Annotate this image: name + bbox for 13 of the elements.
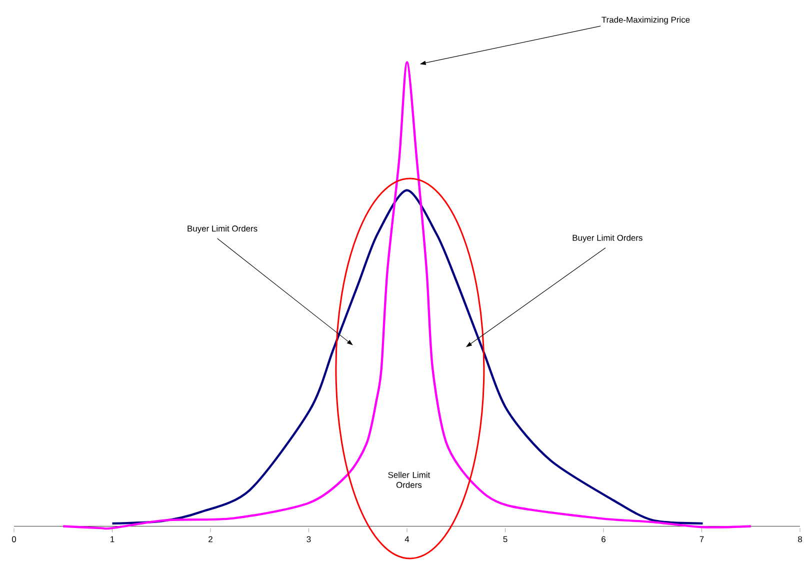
annotation: Buyer Limit Orders <box>188 225 258 234</box>
annotation: Buyer Limit Orders <box>572 234 642 242</box>
x-tick-label: 7 <box>700 536 704 542</box>
x-tick-label: 2 <box>208 536 212 542</box>
x-tick-label: 6 <box>602 536 606 542</box>
x-tick-label: 8 <box>798 536 802 542</box>
x-tick-label: 4 <box>404 536 410 542</box>
x-tick-label: 1 <box>110 536 114 542</box>
annotation: Seller Limit Orders <box>388 472 430 488</box>
x-tick-label: 0 <box>12 536 16 542</box>
text: Trade-Maximizing Price <box>602 16 690 24</box>
x-tick-label: 5 <box>503 536 508 542</box>
x-tick-label: 3 <box>306 536 311 542</box>
